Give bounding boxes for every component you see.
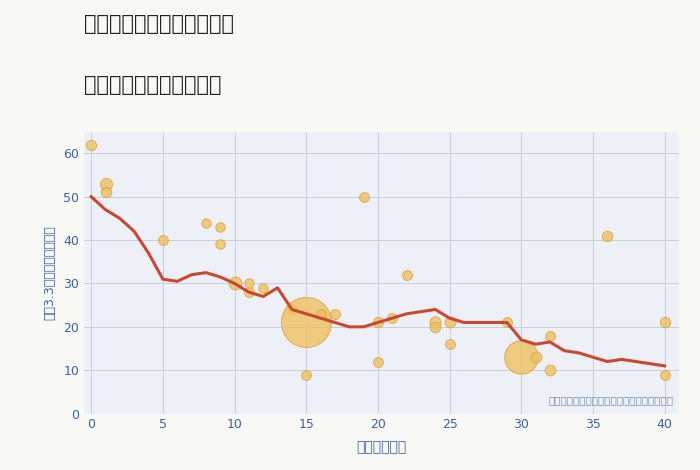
- Point: [244, 280, 255, 287]
- Point: [602, 232, 613, 240]
- Point: [229, 280, 240, 287]
- Point: [444, 319, 455, 326]
- Point: [545, 367, 556, 374]
- Point: [386, 314, 398, 322]
- Y-axis label: 坪（3.3㎡）単価（万円）: 坪（3.3㎡）単価（万円）: [43, 225, 56, 320]
- Point: [300, 319, 312, 326]
- Text: 兵庫県丹波市市島町酒梨の: 兵庫県丹波市市島町酒梨の: [84, 14, 234, 34]
- Point: [100, 188, 111, 196]
- Point: [430, 323, 441, 330]
- Point: [85, 141, 97, 149]
- Point: [530, 353, 541, 361]
- Text: 築年数別中古戸建て価格: 築年数別中古戸建て価格: [84, 75, 221, 95]
- Point: [516, 353, 527, 361]
- Point: [215, 223, 226, 231]
- Point: [100, 180, 111, 188]
- Point: [659, 371, 671, 378]
- Point: [545, 332, 556, 339]
- Point: [372, 319, 384, 326]
- Point: [444, 340, 455, 348]
- Text: 円の大きさは、取引のあった物件面積を示す: 円の大きさは、取引のあった物件面積を示す: [548, 395, 673, 405]
- Point: [372, 358, 384, 365]
- Point: [158, 236, 169, 244]
- Point: [244, 289, 255, 296]
- Point: [501, 319, 512, 326]
- Point: [300, 371, 312, 378]
- Point: [329, 310, 340, 318]
- Point: [430, 319, 441, 326]
- Point: [200, 219, 211, 227]
- Point: [215, 241, 226, 248]
- Point: [358, 193, 369, 200]
- Point: [401, 271, 412, 279]
- X-axis label: 築年数（年）: 築年数（年）: [356, 440, 407, 454]
- Point: [258, 284, 269, 291]
- Point: [286, 306, 297, 313]
- Point: [659, 319, 671, 326]
- Point: [315, 310, 326, 318]
